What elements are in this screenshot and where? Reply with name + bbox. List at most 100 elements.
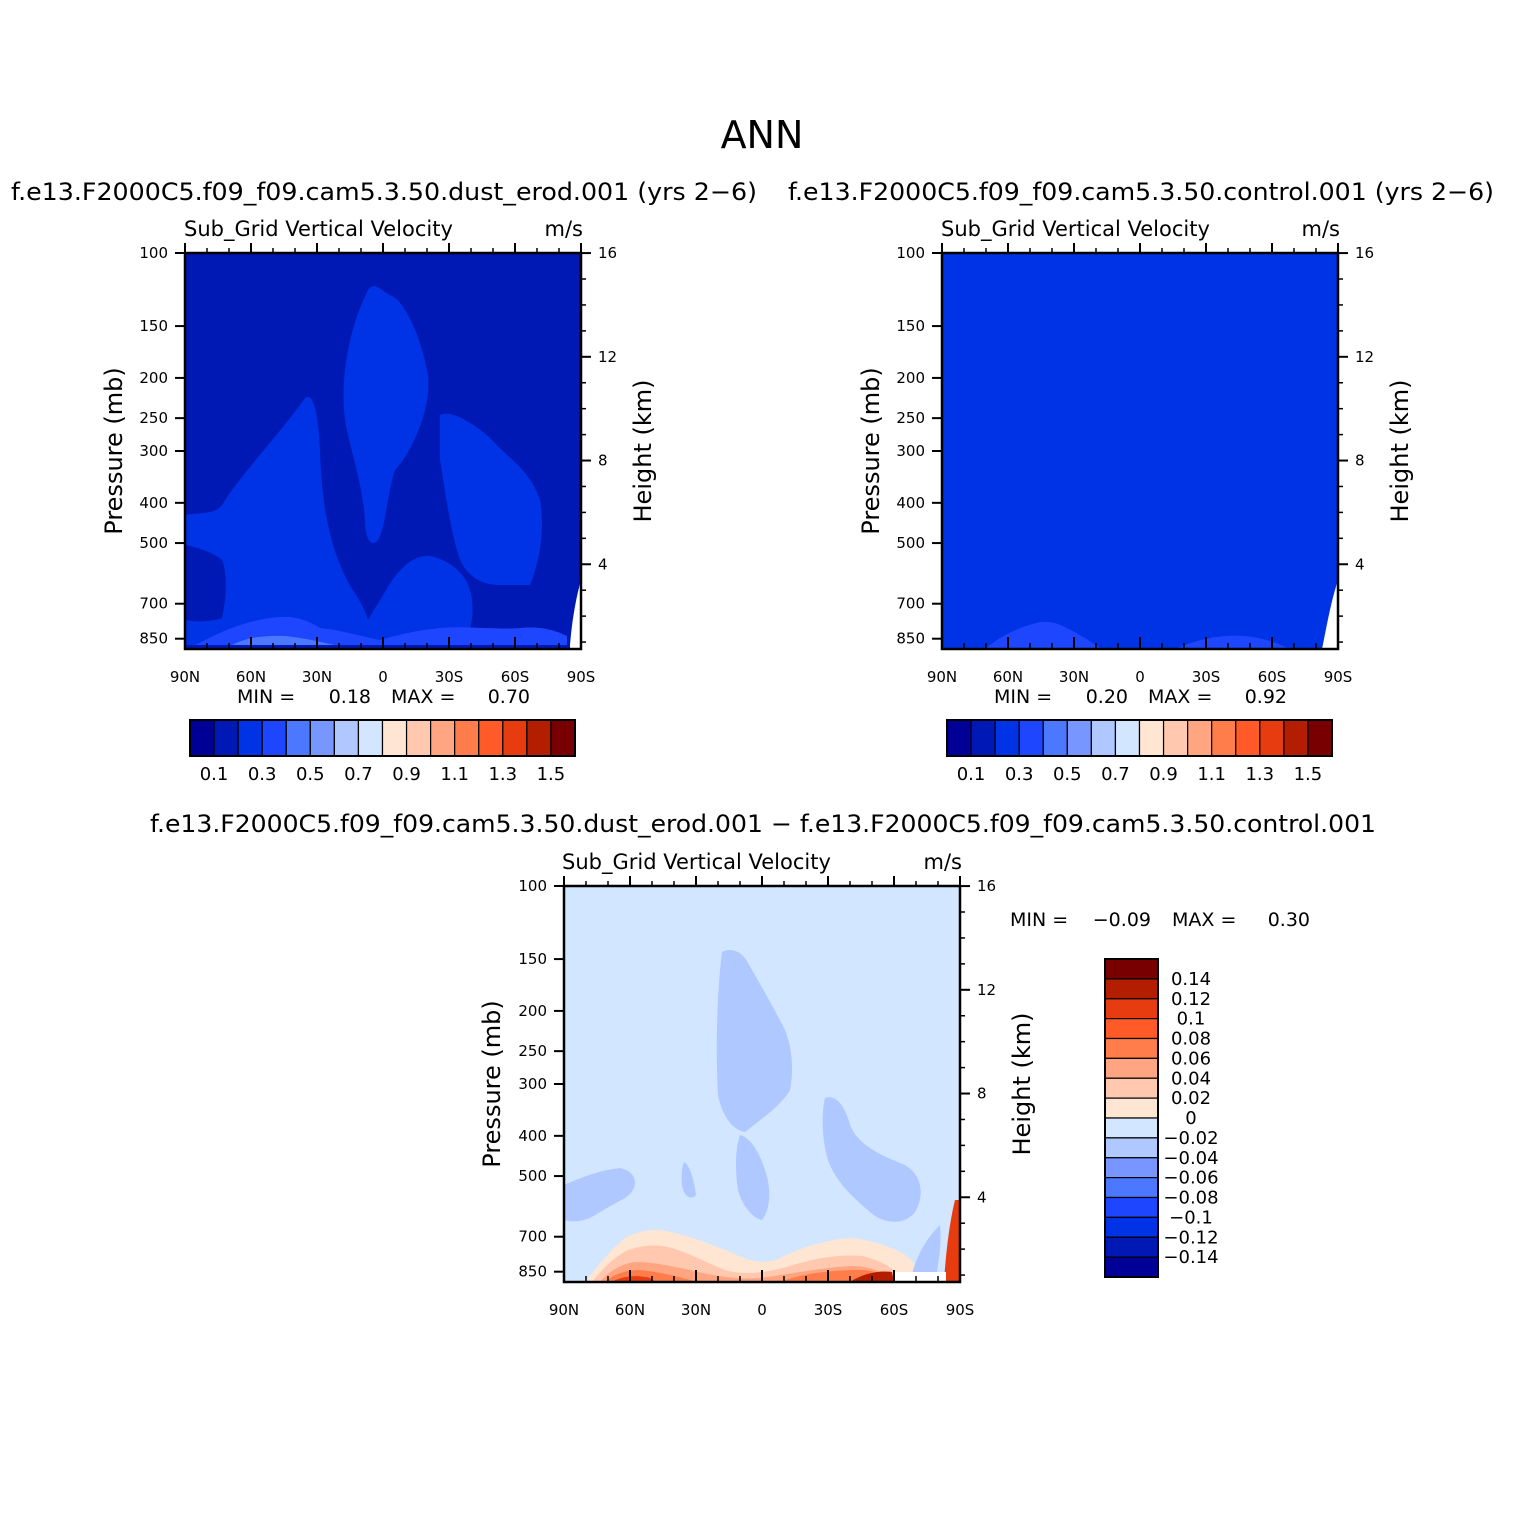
max-label: MAX = [391, 686, 455, 708]
colorbar-cell [189, 719, 215, 757]
y2-axis: 16 12 8 4 [581, 244, 617, 643]
y-tick-label: 850 [896, 630, 925, 648]
x-tick-label: 30N [302, 668, 332, 686]
x-tick-label: 90S [1324, 668, 1353, 686]
field-contour-west-tongue [185, 545, 226, 622]
min-value: 0.20 [1086, 686, 1128, 708]
x-tick-label: 0 [1135, 668, 1145, 686]
max-label: MAX = [1148, 686, 1212, 708]
colorbar-label: 0.02 [1171, 1088, 1211, 1109]
colorbar-cell [1104, 1236, 1159, 1258]
x-tick-label: 60S [880, 1301, 909, 1319]
y-tick-label: 250 [896, 409, 925, 427]
colorbar-cell [1066, 719, 1092, 757]
x-tick-label: 30S [435, 668, 464, 686]
plot-area: 90N 60N 30N 0 30S 60S 90S 100 150 200 250 300 400 50… [857, 243, 1414, 686]
colorbar-frame [1104, 958, 1159, 1278]
colorbar-label: −0.02 [1163, 1128, 1218, 1149]
colorbar-cell [478, 719, 504, 757]
y-tick-label: 100 [139, 244, 168, 262]
y-tick-label: 250 [518, 1042, 547, 1060]
colorbar-cell [1104, 958, 1159, 980]
max-value: 0.30 [1268, 909, 1310, 931]
colorbar: 0.1 0.3 0.5 0.7 0.9 1.1 1.3 1.5 [189, 719, 576, 785]
colorbar-cell [1235, 719, 1261, 757]
colorbar-label: 1.1 [1197, 764, 1226, 785]
colorbar-cell [261, 719, 287, 757]
y-tick-label: 700 [139, 595, 168, 613]
colorbar-cell [1211, 719, 1237, 757]
field-contour-small-north [681, 1162, 696, 1198]
y2-tick-label: 12 [1355, 348, 1374, 366]
colorbar-label: 0.1 [957, 764, 986, 785]
y2-axis: 16 12 8 4 [1338, 244, 1374, 643]
min-value: −0.09 [1093, 909, 1151, 931]
max-label: MAX = [1172, 909, 1236, 931]
y-tick-label: 200 [896, 369, 925, 387]
y-tick-label: 200 [518, 1002, 547, 1020]
colorbar-label: −0.12 [1163, 1227, 1218, 1248]
min-label: MIN = [1010, 909, 1068, 931]
y-tick-label: 850 [139, 630, 168, 648]
y-axis: 100 150 200 250 300 400 500 700 850 [139, 244, 185, 648]
colorbar-label: 0.14 [1171, 969, 1211, 990]
y-tick-label: 400 [518, 1127, 547, 1145]
field-contour-tropical-upper [716, 950, 793, 1132]
y2-tick-label: 12 [598, 348, 617, 366]
x-tick-label: 90N [170, 668, 200, 686]
panel-title: f.e13.F2000C5.f09_f09.cam5.3.50.dust_ero… [150, 810, 1376, 838]
colorbar-label: −0.08 [1163, 1188, 1218, 1209]
field-contour-tropical-mid [735, 1135, 770, 1220]
colorbar-label: 1.5 [1294, 764, 1323, 785]
colorbar-cell [1138, 719, 1165, 757]
max-value: 0.92 [1245, 686, 1287, 708]
y-tick-label: 500 [518, 1167, 547, 1185]
colorbar-cell [381, 719, 408, 757]
y-tick-label: 700 [518, 1228, 547, 1246]
panel-title: f.e13.F2000C5.f09_f09.cam5.3.50.dust_ero… [11, 178, 757, 206]
colorbar-cell [454, 719, 480, 757]
colorbar-label: 1.3 [488, 764, 517, 785]
colorbar-cell [526, 719, 552, 757]
x-tick-label: 60N [993, 668, 1023, 686]
stats: MIN = 0.18 MAX = 0.70 [237, 686, 530, 708]
x-tick-label: 30S [1192, 668, 1221, 686]
colorbar-cell [405, 719, 432, 757]
colorbar-label: 1.5 [537, 764, 566, 785]
field-contour-south-pole-negative [910, 1225, 941, 1282]
plot-area: 90N 60N 30N 0 30S 60S 90S 100 150 200 250 300 400 50… [100, 243, 657, 686]
x-tick-label: 90N [549, 1301, 579, 1319]
colorbar-label: 0.04 [1171, 1068, 1211, 1089]
field-contour-south-pole-positive [944, 1200, 960, 1282]
page-title: ANN [721, 113, 804, 157]
y2-axis-title: Height (km) [629, 380, 657, 523]
colorbar-label: −0.04 [1163, 1148, 1218, 1169]
y-tick-label: 400 [139, 494, 168, 512]
colorbar-cell [994, 719, 1020, 757]
colorbar-cell [1104, 1097, 1159, 1119]
y-tick-label: 300 [896, 442, 925, 460]
y2-tick-label: 16 [977, 877, 996, 895]
colorbar-frame [189, 719, 576, 757]
panel-control: f.e13.F2000C5.f09_f09.cam5.3.50.control.… [788, 178, 1494, 785]
y2-tick-label: 4 [1355, 555, 1365, 573]
colorbar-cell [1283, 719, 1309, 757]
field-contour-boundary-layer-south [1175, 635, 1290, 649]
field-missing-south-pole [893, 1272, 946, 1282]
y2-axis-title: Height (km) [1008, 1013, 1036, 1156]
y2-tick-label: 8 [977, 1085, 987, 1103]
y2-axis: 16 12 8 4 [960, 877, 996, 1276]
plot-area: 90N 60N 30N 0 30S 60S 90S 100 150 200 250 300 400 50… [478, 876, 1036, 1319]
y-tick-label: 500 [139, 534, 168, 552]
y-tick-label: 700 [896, 595, 925, 613]
colorbar-label: 0.5 [296, 764, 325, 785]
y2-tick-label: 16 [1355, 244, 1374, 262]
colorbar-label: 0.7 [1101, 764, 1130, 785]
x-tick-label: 90N [927, 668, 957, 686]
colorbar-cell [946, 719, 972, 757]
x-tick-label: 60S [501, 668, 530, 686]
x-tick-label: 60N [236, 668, 266, 686]
colorbar-cell [502, 719, 528, 757]
panel-subtitle: Sub_Grid Vertical Velocity [941, 217, 1210, 242]
colorbar-cell [1104, 1137, 1159, 1159]
